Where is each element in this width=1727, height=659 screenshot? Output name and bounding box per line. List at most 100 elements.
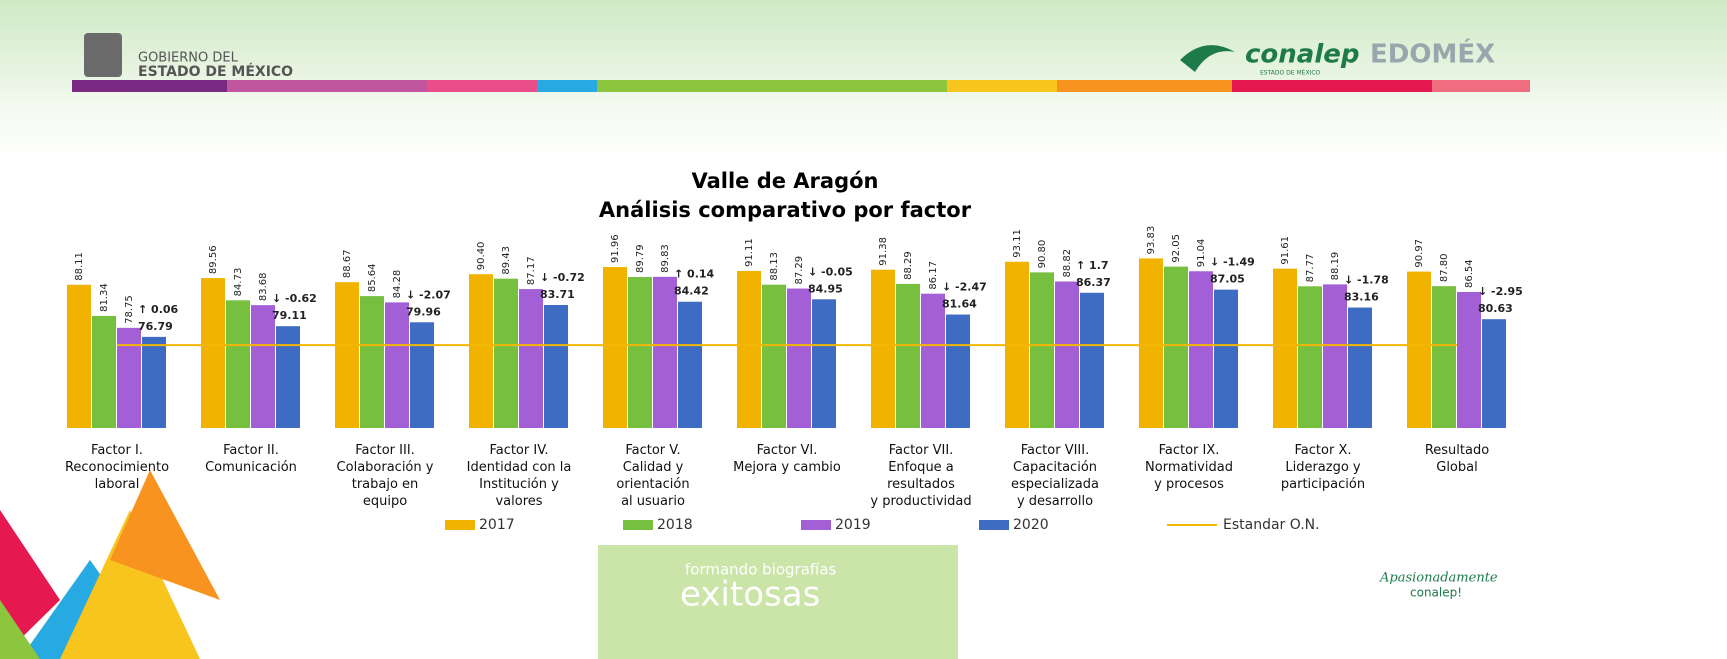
x-tick-label: Factor II. Comunicación [205, 443, 297, 475]
value-label: 91.11 [744, 238, 755, 267]
bar [67, 284, 91, 428]
bar [117, 327, 141, 428]
signature2: conalep! [1410, 586, 1462, 600]
gov-line2: ESTADO DE MÉXICO [138, 63, 293, 80]
legend-swatch [623, 520, 653, 530]
value-label: 91.61 [1280, 236, 1291, 265]
value-label: 83.71 [540, 288, 575, 301]
legend-swatch [979, 520, 1009, 530]
x-tick-label: Factor X. Liderazgo y participación [1280, 443, 1366, 492]
legend-label: 2017 [479, 517, 515, 533]
x-tick-label: Resultado Global [1424, 443, 1490, 475]
bar [142, 336, 166, 428]
change-annotation: ↑ 0.06 [138, 303, 179, 316]
bar [276, 326, 300, 428]
color-stripe [72, 80, 1530, 92]
legend-label: 2020 [1013, 517, 1049, 533]
value-label: 83.68 [258, 273, 269, 302]
x-tick-label: Factor VI. Mejora y cambio [733, 443, 841, 475]
bar [1080, 292, 1104, 428]
value-label: 80.63 [1478, 302, 1513, 315]
bar [921, 293, 945, 428]
bar [603, 267, 627, 428]
change-annotation: ↓ -2.95 [1478, 285, 1523, 298]
bar [1164, 266, 1188, 428]
bar [1457, 291, 1481, 428]
signature1: Apasionadamente [1379, 571, 1498, 586]
change-annotation: ↑ 0.14 [674, 268, 715, 281]
bar [1298, 286, 1322, 428]
value-label: 91.96 [610, 234, 621, 263]
conalep-sub: ESTADO DE MÉXICO [1260, 69, 1321, 77]
value-label: 84.95 [808, 282, 843, 295]
value-label: 88.19 [1330, 252, 1341, 281]
value-label: 88.67 [342, 250, 353, 279]
bar [494, 278, 518, 428]
legend-label: 2019 [835, 517, 871, 533]
value-label: 91.38 [878, 237, 889, 266]
slogan1: formando biografías [685, 561, 837, 579]
value-label: 85.64 [367, 263, 378, 292]
change-annotation: ↑ 1.7 [1076, 259, 1109, 272]
bar [1030, 272, 1054, 428]
value-label: 87.17 [526, 256, 537, 285]
value-label: 81.64 [942, 298, 977, 311]
bar [519, 289, 543, 428]
value-label: 89.43 [501, 246, 512, 275]
value-label: 90.40 [476, 242, 487, 271]
change-annotation: ↓ -2.07 [406, 288, 451, 301]
value-label: 84.28 [392, 270, 403, 299]
bar [1432, 286, 1456, 428]
bar [871, 269, 895, 428]
slogan2: exitosas [680, 575, 820, 615]
bar [678, 301, 702, 428]
conalep-text: conalep [1245, 40, 1360, 70]
value-label: 92.05 [1171, 234, 1182, 263]
bar [226, 300, 250, 428]
bar [335, 282, 359, 428]
bar [1323, 284, 1347, 428]
legend-label: 2018 [657, 517, 693, 533]
value-label: 86.54 [1464, 259, 1475, 288]
bar [251, 305, 275, 428]
value-label: 86.17 [928, 261, 939, 290]
bar [946, 314, 970, 428]
x-tick-label: Factor IV. Identidad con la Institución … [466, 443, 572, 509]
bar [1482, 319, 1506, 428]
value-label: 87.29 [794, 256, 805, 285]
value-label: 87.05 [1210, 273, 1245, 286]
bar [1273, 268, 1297, 428]
value-label: 87.80 [1439, 254, 1450, 283]
change-annotation: ↓ -1.78 [1344, 274, 1389, 287]
value-label: 88.29 [903, 251, 914, 280]
bar [544, 305, 568, 428]
bar [201, 278, 225, 428]
conalep-logo [1180, 45, 1235, 72]
decoration [0, 470, 958, 659]
value-label: 84.73 [233, 268, 244, 297]
value-label: 90.97 [1414, 239, 1425, 268]
bar [896, 283, 920, 428]
value-label: 93.11 [1012, 229, 1023, 258]
legend-swatch [445, 520, 475, 530]
value-label: 76.79 [138, 320, 173, 333]
bar [360, 296, 384, 428]
bar [762, 284, 786, 428]
bar [1407, 271, 1431, 428]
bar [737, 270, 761, 428]
x-tick-label: Factor VIII. Capacitación especializada … [1011, 443, 1099, 509]
chart-title: Valle de Aragón [691, 169, 878, 193]
bar [812, 299, 836, 428]
x-tick-label: Factor VII. Enfoque a resultados y produ… [870, 443, 972, 509]
bar [1348, 307, 1372, 428]
value-label: 83.16 [1344, 291, 1379, 304]
bar [92, 315, 116, 428]
bar [628, 277, 652, 428]
legend-swatch [801, 520, 831, 530]
bar [385, 302, 409, 428]
bar [787, 288, 811, 428]
value-label: 79.11 [272, 309, 307, 322]
legend-label: Estandar O.N. [1223, 517, 1320, 533]
